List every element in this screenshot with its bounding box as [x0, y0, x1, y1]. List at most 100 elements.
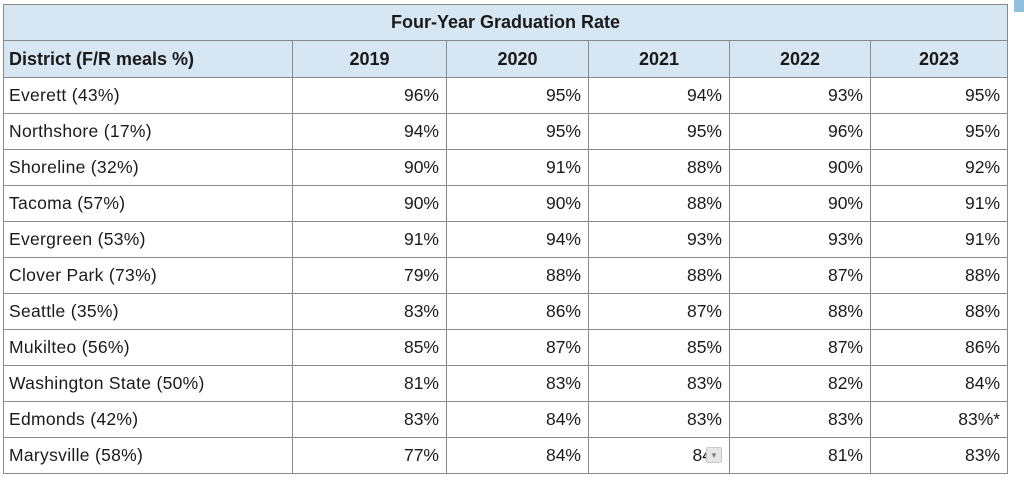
rate-cell: 88%: [869, 257, 1009, 294]
table-row: Marysville (58%) 77% 84% 84▾ 81% 83%: [3, 437, 1009, 474]
rate-value: 84%: [545, 409, 581, 429]
rate-cell: 84▾: [588, 437, 730, 474]
rate-cell: 95%: [869, 113, 1009, 150]
rate-value: 83%: [827, 409, 863, 429]
rate-cell: 88%: [588, 149, 730, 186]
district-cell: Washington State (50%): [3, 365, 293, 402]
rate-value: 88%: [965, 301, 1001, 321]
rate-cell: 93%: [588, 221, 730, 258]
rate-cell: 90%: [292, 185, 447, 222]
rate-cell: 87%: [446, 329, 589, 366]
table-row: Tacoma (57%) 90% 90% 88% 90% 91%: [3, 185, 1009, 222]
rate-value: 95%: [545, 85, 581, 105]
rate-value: 87%: [827, 265, 863, 285]
rate-cell: 86%: [869, 329, 1009, 366]
table-row: Clover Park (73%) 79% 88% 88% 87% 88%: [3, 257, 1009, 294]
rate-cell: 95%: [446, 77, 589, 114]
rate-value: 79%: [403, 265, 439, 285]
rate-cell: 94%: [446, 221, 589, 258]
rate-cell: 96%: [292, 77, 447, 114]
rate-value: 88%: [686, 265, 722, 285]
rate-value: 85%: [686, 337, 722, 357]
rate-value: 91%: [403, 229, 439, 249]
rate-value: 84%: [545, 445, 581, 465]
rate-value: 77%: [403, 445, 439, 465]
rate-cell: 90%: [446, 185, 589, 222]
rate-value: 81%: [827, 445, 863, 465]
district-cell: Seattle (35%): [3, 293, 293, 330]
table-row: Shoreline (32%) 90% 91% 88% 90% 92%: [3, 149, 1009, 186]
rate-cell: 96%: [729, 113, 871, 150]
table-row: Edmonds (42%) 83% 84% 83% 83% 83%*: [3, 401, 1009, 438]
window-edge-strip: [1014, 0, 1024, 12]
rate-cell: 88%: [588, 185, 730, 222]
rate-cell: 83%: [729, 401, 871, 438]
rate-cell: 94%: [588, 77, 730, 114]
year-column-header: 2020: [446, 40, 589, 78]
rate-cell: 91%: [292, 221, 447, 258]
rate-value: 87%: [827, 337, 863, 357]
rate-cell: 81%: [292, 365, 447, 402]
rate-value: 91%: [545, 157, 581, 177]
year-column-header: 2021: [588, 40, 730, 78]
rate-cell: 87%: [729, 257, 871, 294]
rate-cell: 83%: [446, 365, 589, 402]
rate-value: 83%: [686, 373, 722, 393]
rate-value: 88%: [545, 265, 581, 285]
rate-value: 95%: [686, 121, 722, 141]
district-cell: Shoreline (32%): [3, 149, 293, 186]
rate-cell: 90%: [729, 185, 871, 222]
rate-value: 87%: [545, 337, 581, 357]
chevron-down-icon[interactable]: ▾: [706, 447, 722, 464]
rate-value: 81%: [403, 373, 439, 393]
rate-cell: 95%: [869, 77, 1009, 114]
rate-cell: 91%: [869, 221, 1009, 258]
rate-value: 94%: [545, 229, 581, 249]
table-body: Everett (43%) 96% 95% 94% 93% 95% Northshore (…: [3, 77, 1009, 474]
rate-cell: 83%*: [869, 401, 1009, 438]
district-cell: Clover Park (73%): [3, 257, 293, 294]
rate-cell: 91%: [869, 185, 1009, 222]
rate-value: 87%: [686, 301, 722, 321]
rate-value: 88%: [686, 193, 722, 213]
rate-cell: 82%: [729, 365, 871, 402]
district-cell: Marysville (58%): [3, 437, 293, 474]
rate-cell: 84%: [869, 365, 1009, 402]
rate-cell: 93%: [729, 77, 871, 114]
table-header-row: District (F/R meals %) 2019 2020 2021 20…: [3, 40, 1009, 78]
rate-cell: 93%: [729, 221, 871, 258]
district-column-header: District (F/R meals %): [3, 40, 293, 78]
rate-cell: 94%: [292, 113, 447, 150]
rate-value: 86%: [545, 301, 581, 321]
rate-value: 96%: [403, 85, 439, 105]
district-cell: Everett (43%): [3, 77, 293, 114]
table-row: Seattle (35%) 83% 86% 87% 88% 88%: [3, 293, 1009, 330]
district-cell: Mukilteo (56%): [3, 329, 293, 366]
rate-value: 83%: [403, 301, 439, 321]
rate-cell: 88%: [729, 293, 871, 330]
rate-cell: 95%: [588, 113, 730, 150]
rate-value: 83%: [965, 445, 1001, 465]
rate-cell: 88%: [588, 257, 730, 294]
table-title: Four-Year Graduation Rate: [2, 4, 1009, 41]
rate-cell: 83%: [292, 401, 447, 438]
rate-value: 90%: [827, 157, 863, 177]
rate-value: 90%: [403, 157, 439, 177]
rate-cell: 83%: [292, 293, 447, 330]
rate-cell: 88%: [869, 293, 1009, 330]
rate-value: 88%: [965, 265, 1001, 285]
rate-cell: 88%: [446, 257, 589, 294]
rate-value: 91%: [965, 229, 1001, 249]
rate-cell: 83%: [869, 437, 1009, 474]
rate-value: 83%: [545, 373, 581, 393]
table-title-row: Four-Year Graduation Rate: [2, 4, 1009, 41]
rate-value: 88%: [827, 301, 863, 321]
table-row: Everett (43%) 96% 95% 94% 93% 95%: [3, 77, 1009, 114]
graduation-rate-table: Four-Year Graduation Rate District (F/R …: [2, 4, 1009, 474]
rate-cell: 86%: [446, 293, 589, 330]
rate-value: 96%: [827, 121, 863, 141]
rate-cell: 90%: [292, 149, 447, 186]
table-row: Northshore (17%) 94% 95% 95% 96% 95%: [3, 113, 1009, 150]
rate-cell: 79%: [292, 257, 447, 294]
